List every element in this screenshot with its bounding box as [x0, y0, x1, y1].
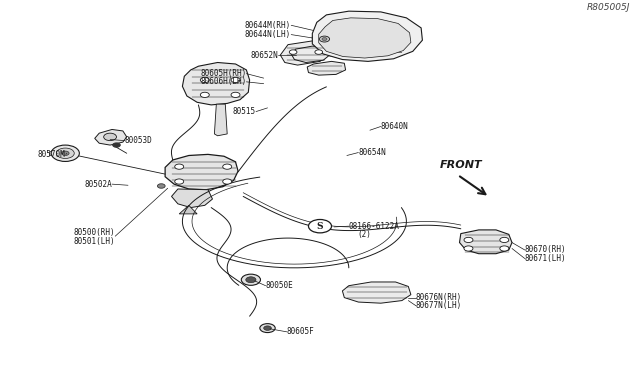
Circle shape: [56, 148, 74, 158]
Text: 80050E: 80050E: [266, 281, 293, 290]
Text: 80670(RH): 80670(RH): [525, 246, 566, 254]
Polygon shape: [280, 41, 330, 65]
Text: 80640N: 80640N: [381, 122, 408, 131]
Polygon shape: [182, 62, 250, 105]
Polygon shape: [342, 282, 411, 303]
Text: 80677N(LH): 80677N(LH): [416, 301, 462, 310]
Polygon shape: [291, 46, 330, 62]
Circle shape: [231, 92, 240, 97]
Text: 80605H(RH): 80605H(RH): [200, 69, 246, 78]
Polygon shape: [49, 151, 52, 155]
Circle shape: [241, 274, 260, 285]
Text: 80652N: 80652N: [251, 51, 278, 60]
Circle shape: [500, 246, 509, 251]
Circle shape: [464, 237, 473, 243]
Text: 80501(LH): 80501(LH): [74, 237, 115, 246]
Polygon shape: [179, 205, 197, 214]
Circle shape: [200, 77, 209, 83]
Circle shape: [464, 246, 473, 251]
Polygon shape: [320, 22, 402, 55]
Circle shape: [308, 219, 332, 233]
Text: 80570M: 80570M: [37, 150, 65, 159]
Text: 80500(RH): 80500(RH): [74, 228, 115, 237]
Polygon shape: [312, 17, 415, 60]
Text: 80502A: 80502A: [84, 180, 112, 189]
Circle shape: [315, 50, 323, 54]
Polygon shape: [214, 104, 227, 136]
Text: 80671(LH): 80671(LH): [525, 254, 566, 263]
Circle shape: [104, 133, 116, 141]
Polygon shape: [312, 11, 422, 61]
Text: S: S: [317, 222, 323, 231]
Circle shape: [61, 151, 69, 155]
Polygon shape: [172, 189, 212, 208]
Polygon shape: [307, 61, 346, 75]
Circle shape: [264, 326, 271, 330]
Circle shape: [322, 38, 327, 41]
Circle shape: [289, 50, 297, 54]
Polygon shape: [319, 18, 411, 58]
Text: 80644M(RH): 80644M(RH): [245, 21, 291, 30]
Polygon shape: [95, 129, 127, 145]
Text: 80606H(LH): 80606H(LH): [200, 77, 246, 86]
Circle shape: [319, 36, 330, 42]
Circle shape: [157, 184, 165, 188]
Circle shape: [175, 179, 184, 184]
Text: 80644N(LH): 80644N(LH): [245, 30, 291, 39]
Text: 80605F: 80605F: [287, 327, 314, 336]
Circle shape: [223, 164, 232, 169]
Text: (2): (2): [357, 230, 371, 239]
Polygon shape: [165, 154, 238, 190]
Text: 08166-6122A: 08166-6122A: [349, 222, 399, 231]
Circle shape: [231, 77, 240, 83]
Text: FRONT: FRONT: [440, 160, 482, 170]
Circle shape: [500, 237, 509, 243]
Circle shape: [223, 179, 232, 184]
Circle shape: [175, 164, 184, 169]
Circle shape: [200, 92, 209, 97]
Text: 80053D: 80053D: [125, 136, 152, 145]
Text: 80676N(RH): 80676N(RH): [416, 293, 462, 302]
Polygon shape: [460, 230, 512, 254]
Circle shape: [246, 277, 256, 283]
Circle shape: [51, 145, 79, 161]
Text: 80654N: 80654N: [358, 148, 386, 157]
Circle shape: [113, 143, 120, 147]
Circle shape: [260, 324, 275, 333]
Text: R805005J: R805005J: [587, 3, 630, 12]
Text: 80515: 80515: [233, 107, 256, 116]
